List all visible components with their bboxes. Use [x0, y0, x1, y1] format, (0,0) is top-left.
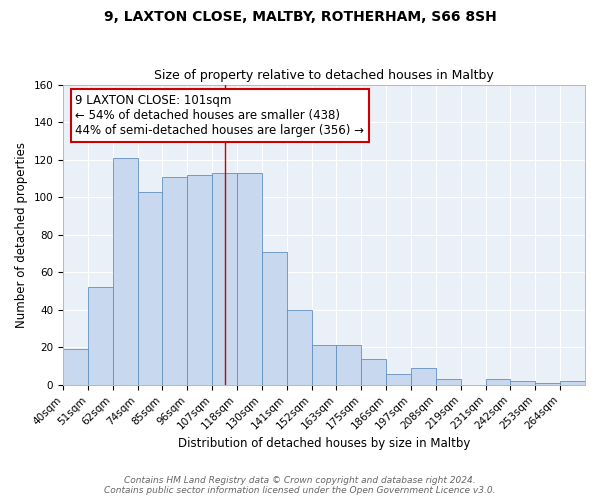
Y-axis label: Number of detached properties: Number of detached properties: [15, 142, 28, 328]
Bar: [485, 379, 511, 385]
Bar: [113, 158, 137, 385]
Bar: [411, 368, 436, 385]
Text: 9, LAXTON CLOSE, MALTBY, ROTHERHAM, S66 8SH: 9, LAXTON CLOSE, MALTBY, ROTHERHAM, S66 …: [104, 10, 496, 24]
Bar: [287, 310, 311, 385]
Bar: [361, 358, 386, 385]
Bar: [163, 176, 187, 385]
Bar: [88, 288, 113, 385]
Bar: [237, 173, 262, 385]
Bar: [337, 346, 361, 385]
Text: Contains HM Land Registry data © Crown copyright and database right 2024.
Contai: Contains HM Land Registry data © Crown c…: [104, 476, 496, 495]
Bar: [262, 252, 287, 385]
Title: Size of property relative to detached houses in Maltby: Size of property relative to detached ho…: [154, 69, 494, 82]
Bar: [212, 173, 237, 385]
Bar: [187, 174, 212, 385]
Bar: [311, 346, 337, 385]
Bar: [560, 381, 585, 385]
Text: 9 LAXTON CLOSE: 101sqm
← 54% of detached houses are smaller (438)
44% of semi-de: 9 LAXTON CLOSE: 101sqm ← 54% of detached…: [76, 94, 364, 137]
Bar: [386, 374, 411, 385]
Bar: [535, 383, 560, 385]
Bar: [436, 379, 461, 385]
Bar: [511, 381, 535, 385]
Bar: [63, 349, 88, 385]
X-axis label: Distribution of detached houses by size in Maltby: Distribution of detached houses by size …: [178, 437, 470, 450]
Bar: [137, 192, 163, 385]
